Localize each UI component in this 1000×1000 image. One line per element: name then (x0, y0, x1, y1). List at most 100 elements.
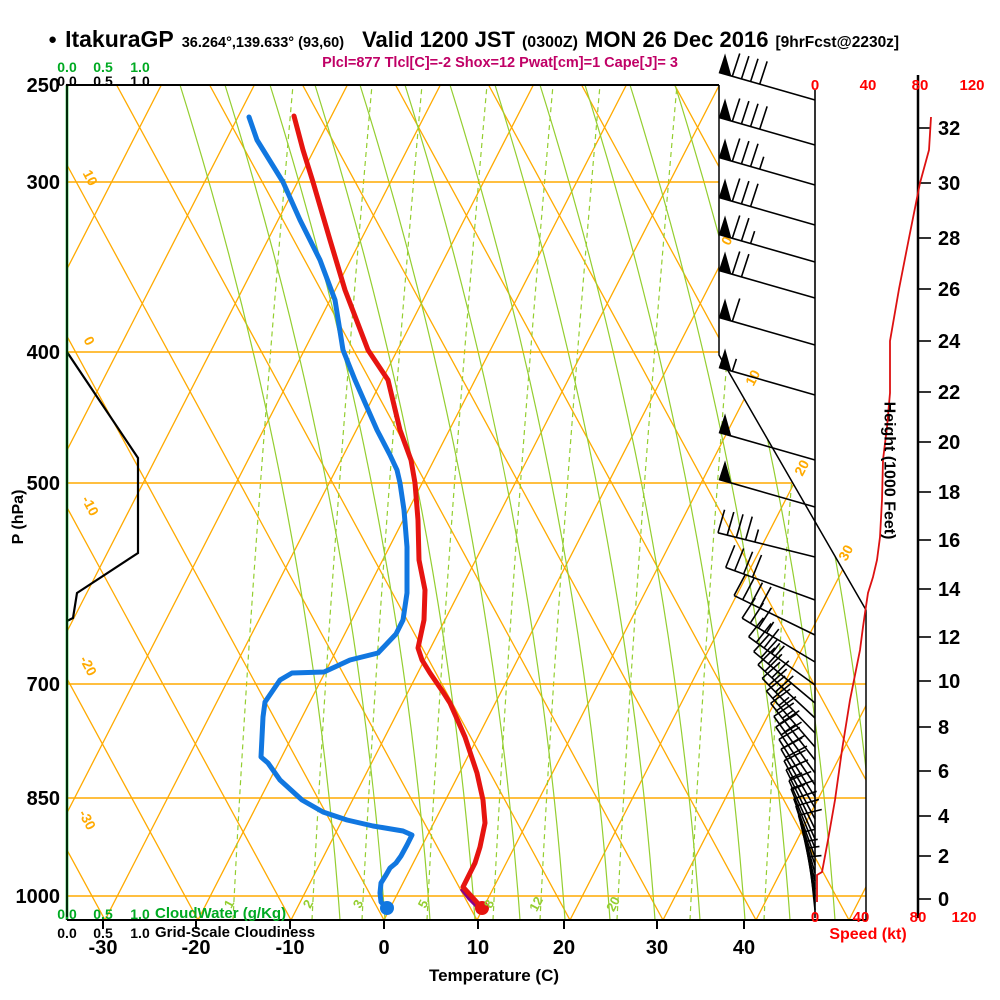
height-tick-label: 12 (938, 627, 960, 649)
speed-tick-bottom: 0 (811, 909, 819, 926)
wind-barb (717, 509, 816, 558)
height-tick-label: 30 (938, 173, 960, 195)
isotherm-line (569, 85, 866, 920)
barb-pennant (718, 460, 732, 484)
barb-staff (718, 233, 816, 263)
wind-barb (718, 98, 816, 146)
barb-full (740, 253, 750, 278)
barb-full (768, 668, 788, 686)
barb-full (726, 511, 735, 536)
barb-pennant (718, 98, 732, 122)
pressure-tick-label: 850 (27, 788, 60, 810)
cloudiness-curve (67, 351, 140, 622)
wind-barb (718, 215, 816, 263)
pressure-axis-label: P (hPa) (10, 489, 27, 545)
barb-full (749, 183, 759, 207)
barb-full (740, 55, 750, 80)
valid-date: MON 26 Dec 2016 (585, 27, 769, 52)
mixing-ratio-line (689, 85, 751, 920)
barb-full (735, 514, 744, 538)
barb-half (731, 358, 738, 372)
height-tick-label: 18 (938, 482, 960, 504)
wind-barb (741, 597, 816, 663)
pressure-tick-label: 400 (27, 342, 60, 364)
barb-full (772, 682, 792, 699)
wind-barb (718, 460, 816, 508)
barb-full (753, 633, 771, 653)
height-tick-label: 8 (938, 717, 949, 739)
barb-half (808, 854, 822, 858)
mixing-ratio-line (311, 85, 373, 920)
moist-adiabat-line (539, 85, 701, 920)
barb-staff (718, 156, 816, 186)
adiabat-line (116, 85, 571, 920)
barb-full (748, 617, 765, 638)
adiabat-line (302, 85, 757, 920)
pressure-tick-label: 700 (27, 674, 60, 696)
barb-full (749, 602, 765, 624)
isotherm-line (197, 85, 627, 920)
barb-full (758, 61, 768, 85)
barb-staff (718, 478, 816, 508)
barb-staff (718, 366, 816, 396)
mixing-ratio-line (426, 85, 488, 920)
barb-full (741, 597, 756, 619)
adiabat-line (67, 85, 478, 920)
mixing-ratio-line (616, 85, 678, 920)
moist-adiabat-line (359, 85, 521, 920)
wind-barb (718, 251, 816, 299)
barb-staff (718, 269, 816, 299)
barb-half (789, 772, 803, 779)
isotherm-line (67, 85, 255, 920)
height-tick-label: 2 (938, 846, 949, 868)
pressure-tick-label: 1000 (16, 886, 61, 908)
wind-barb (718, 413, 816, 461)
barb-full (773, 702, 795, 718)
barb-full (776, 695, 797, 712)
cloudwater-scale-bottom: 0.5 (93, 906, 113, 922)
mixing-ratio-line (492, 85, 554, 920)
temp-tick-label: -20 (182, 937, 211, 959)
pressure-tick-label: 300 (27, 172, 60, 194)
isotherm-line (290, 85, 720, 920)
barb-full (767, 645, 785, 665)
profiles (67, 113, 489, 915)
barb-full (731, 178, 741, 202)
barb-full (731, 251, 741, 275)
barb-staff (718, 431, 816, 461)
right-border (718, 85, 867, 920)
plot-frame (66, 84, 867, 929)
mixing-ratio-line (539, 85, 601, 920)
barb-full (760, 639, 778, 659)
barb-full (740, 180, 750, 205)
speed-scale: 0 40 80 1200 40 80 120 (811, 77, 985, 926)
surface-dewpoint-dot (380, 901, 394, 915)
cloudiness-scale-top: 1.0 (130, 73, 150, 89)
barb-full (731, 53, 741, 77)
barb-half (758, 156, 765, 170)
moist-adiabat-line (494, 85, 656, 920)
moist-adiabat-line (314, 85, 476, 920)
barb-pennant (718, 53, 732, 77)
height-tick-label: 14 (938, 579, 961, 601)
adiabat-line (67, 85, 292, 920)
barb-full (731, 298, 741, 322)
adiabat-line (209, 85, 664, 920)
barb-full (778, 726, 801, 741)
barb-full (744, 516, 754, 540)
barb-staff (808, 854, 816, 911)
windspeed-curve (816, 116, 932, 902)
moist-adiabat-line (179, 85, 341, 920)
barb-full (795, 798, 820, 807)
mixing-ratio-label: 12 (526, 894, 546, 914)
speed-tick-top: 120 (959, 77, 984, 94)
barb-staff (733, 594, 816, 636)
pressure-tick-label: 500 (27, 473, 60, 495)
barb-full (775, 713, 797, 728)
barb-staff (783, 760, 816, 820)
adiabat-line (488, 85, 866, 920)
height-tick-label: 28 (938, 228, 960, 250)
temp-tick-label: 20 (553, 937, 575, 959)
